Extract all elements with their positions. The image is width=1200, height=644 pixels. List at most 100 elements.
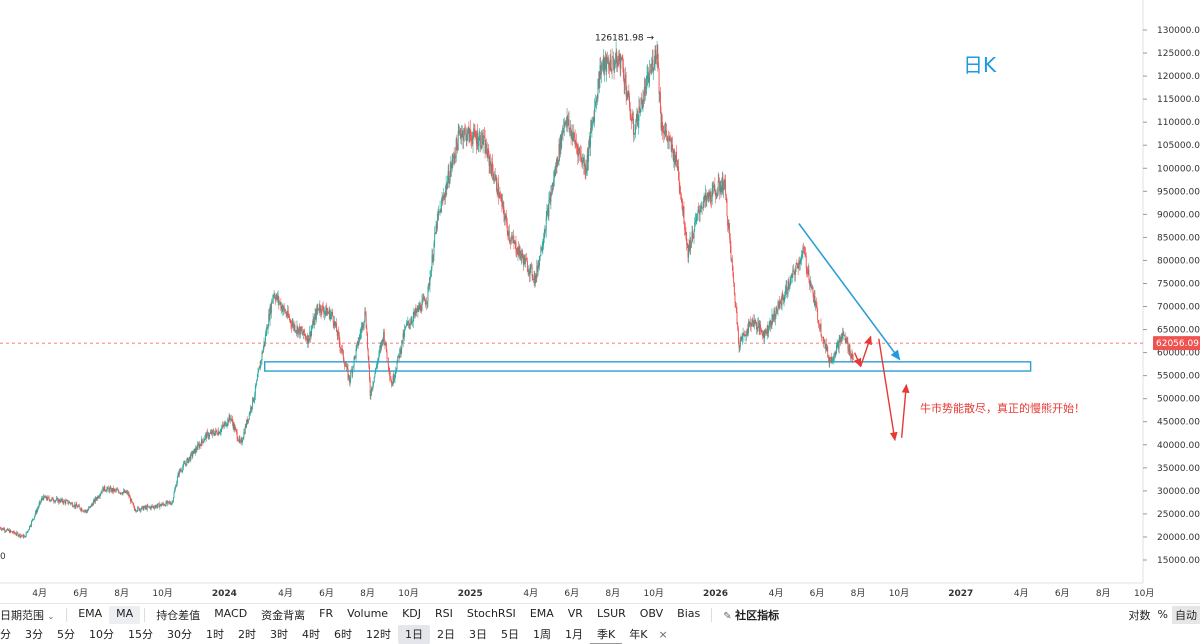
indicator-rsi-8[interactable]: RSI — [435, 606, 453, 620]
candle-body — [195, 448, 196, 454]
indicator-macd-3[interactable]: MACD — [214, 606, 248, 620]
timeframe-14[interactable]: 3日 — [469, 628, 487, 641]
candle-body — [513, 240, 515, 244]
candle — [826, 343, 828, 352]
timeframe-5[interactable]: 30分 — [167, 628, 192, 641]
candle-body — [340, 347, 342, 349]
candle — [304, 333, 306, 340]
candle — [778, 296, 780, 310]
auto-scale-toggle[interactable]: 自动 — [1172, 605, 1200, 624]
indicator-obv-13[interactable]: OBV — [639, 606, 664, 620]
candle — [470, 129, 472, 146]
timeframe-16[interactable]: 1周 — [533, 628, 551, 641]
candle-body — [576, 142, 577, 147]
candle-body — [479, 135, 481, 139]
price-chart[interactable]: 126181.98 → 130000.00125000.00120000.001… — [0, 0, 1200, 603]
timeframe-0[interactable]: 分 — [0, 628, 11, 641]
date-range-selector[interactable]: 日期范围 ⌄ — [0, 607, 62, 623]
timeframe-6[interactable]: 1时 — [206, 628, 224, 641]
candle-body — [677, 166, 679, 168]
timeframe-4[interactable]: 15分 — [128, 628, 153, 641]
indicator-vr-11[interactable]: VR — [567, 606, 583, 620]
indicator---2[interactable]: 持仓差值 — [156, 608, 201, 622]
candle-body — [703, 195, 705, 202]
candle — [678, 158, 680, 182]
candle-body — [244, 431, 246, 434]
indicator-volume-6[interactable]: Volume — [347, 606, 389, 620]
candle-body — [107, 487, 108, 489]
candle — [547, 203, 549, 220]
candle — [337, 330, 339, 341]
indicator-ema-0[interactable]: EMA — [78, 606, 103, 620]
candle-body — [805, 255, 807, 268]
candle — [836, 342, 837, 355]
candle — [710, 191, 712, 207]
time-axis[interactable]: 4月 6月 8月 10月 2024 4月 6月 8月 10月 2025 4月 6月 8月 10月 2026 4… — [32, 588, 1154, 599]
candle-body — [210, 432, 212, 434]
candle-body — [579, 149, 581, 154]
timeframe-11[interactable]: 12时 — [366, 628, 391, 641]
percent-scale-toggle[interactable]: % — [1157, 608, 1168, 621]
candle — [338, 326, 340, 340]
indicator-lsur-12[interactable]: LSUR — [596, 606, 626, 620]
indicator-bias-14[interactable]: Bias — [677, 606, 701, 620]
candle-body — [625, 81, 627, 97]
candle — [685, 226, 687, 241]
candle-body — [848, 345, 850, 352]
candle — [302, 331, 304, 335]
candles — [0, 40, 854, 539]
candle-body — [704, 193, 706, 200]
timeframe-17[interactable]: 1月 — [565, 628, 583, 641]
timeframe-7[interactable]: 2时 — [238, 628, 256, 641]
candle — [820, 318, 822, 337]
candle — [161, 504, 163, 506]
candle-body — [475, 137, 477, 145]
timeframe-8[interactable]: 3时 — [270, 628, 288, 641]
candle-body — [387, 358, 389, 368]
timeframe-19[interactable]: 年K — [629, 628, 648, 641]
timeframe-9[interactable]: 4时 — [302, 628, 320, 641]
candle — [153, 504, 155, 509]
indicator-kdj-7[interactable]: KDJ — [402, 606, 422, 620]
candle — [22, 534, 24, 537]
timeframe-2[interactable]: 5分 — [57, 628, 75, 641]
indicator-ma-1[interactable]: MA — [109, 605, 141, 624]
candle — [133, 504, 135, 512]
timeframe-3[interactable]: 10分 — [89, 628, 114, 641]
close-icon[interactable]: × — [658, 628, 668, 641]
indicator-ema-10[interactable]: EMA — [529, 606, 554, 620]
indicator---4[interactable]: 资金背离 — [261, 608, 306, 622]
candle-body — [484, 136, 486, 154]
candle — [627, 90, 629, 101]
candle-body — [598, 80, 600, 89]
candle — [275, 293, 277, 303]
candle — [252, 397, 254, 403]
candle-body — [829, 360, 831, 364]
timeframe-12[interactable]: 1日 — [398, 625, 430, 644]
candle-body — [717, 193, 718, 196]
candle-body — [438, 211, 440, 212]
log-scale-toggle[interactable]: 对数 — [1128, 608, 1151, 622]
indicator-fr-5[interactable]: FR — [319, 606, 334, 620]
candle — [518, 241, 520, 258]
candle-body — [12, 532, 14, 533]
candle-body — [680, 193, 682, 200]
candle-body — [539, 256, 541, 257]
candle — [449, 176, 450, 188]
timeframe-15[interactable]: 5日 — [501, 628, 519, 641]
price-axis[interactable]: 130000.00125000.00120000.00115000.001100… — [1143, 26, 1200, 566]
candle — [535, 273, 536, 287]
candle — [315, 308, 317, 325]
candle-body — [98, 496, 100, 498]
candle-body — [64, 501, 66, 504]
candle — [69, 501, 71, 505]
timeframe-13[interactable]: 2日 — [437, 628, 455, 641]
timeframe-1[interactable]: 3分 — [25, 628, 43, 641]
timeframe-10[interactable]: 6时 — [334, 628, 352, 641]
timeframe-18[interactable]: 季K — [590, 625, 623, 644]
candle-body — [730, 246, 732, 260]
candle-body — [203, 440, 205, 443]
community-indicators-button[interactable]: ✎ 社区指标 — [716, 606, 786, 624]
indicator-stochrsi-9[interactable]: StochRSI — [466, 606, 516, 620]
candle-body — [596, 97, 598, 103]
